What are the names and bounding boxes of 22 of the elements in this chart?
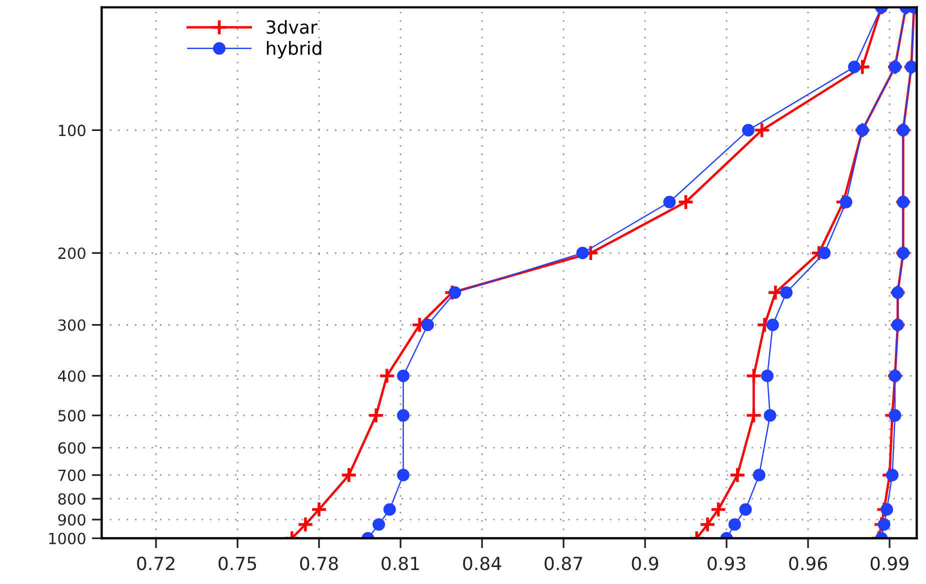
legend-label: 3dvar (266, 20, 318, 34)
y-tick-label: 800 (58, 493, 86, 505)
x-tick-label: 0.87 (544, 556, 582, 570)
x-tick-label: 0.84 (463, 556, 502, 570)
legend-label: hybrid (266, 41, 322, 58)
y-tick-label: 100 (58, 124, 86, 136)
y-tick-label: 600 (58, 442, 86, 454)
y-tick-label: 700 (58, 470, 86, 482)
y-tick-label: 900 (58, 514, 86, 526)
x-tick-label: 0.99 (870, 556, 908, 570)
x-tick-label: 0.75 (218, 556, 256, 570)
y-tick-label: 400 (58, 370, 86, 382)
x-tick-label: 0.72 (137, 556, 174, 570)
y-tick-label: 500 (58, 410, 86, 422)
x-tick-label: 0.78 (300, 556, 338, 570)
y-tick-label: 1000 (49, 532, 86, 544)
y-tick-label: 300 (58, 319, 86, 331)
x-tick-label: 0.81 (382, 556, 419, 570)
x-tick-label: 0.96 (789, 556, 828, 570)
y-tick-label: 200 (58, 247, 86, 260)
x-tick-label: 0.93 (708, 556, 746, 570)
x-tick-label: 0.9 (632, 556, 658, 570)
